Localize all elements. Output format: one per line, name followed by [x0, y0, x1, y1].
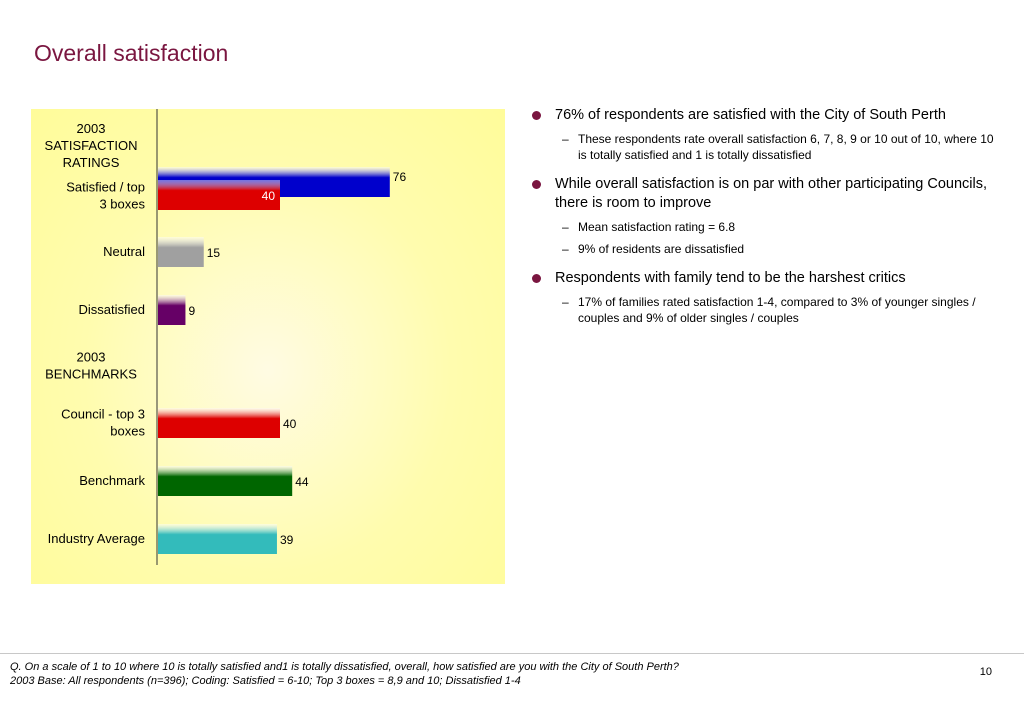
footer-divider	[0, 653, 1024, 654]
footnote-base: 2003 Base: All respondents (n=396); Codi…	[10, 675, 521, 687]
data-label: 39	[280, 533, 294, 547]
data-label: 40	[262, 189, 276, 203]
category-label: Benchmark	[79, 473, 145, 488]
category-label: Industry Average	[48, 531, 145, 546]
bar	[158, 295, 186, 325]
bullet-dot-icon	[532, 274, 541, 283]
bullet-dot-icon	[532, 111, 541, 120]
category-label: Dissatisfied	[79, 302, 145, 317]
bar	[158, 237, 204, 267]
sub-bullet-text: 17% of families rated satisfaction 1-4, …	[578, 295, 976, 325]
category-label: Council - top 3 boxes	[61, 407, 145, 439]
sub-bullet-text: Mean satisfaction rating = 6.8	[578, 220, 736, 234]
bullet-text: 76% of respondents are satisfied with th…	[555, 107, 946, 123]
dash-icon: –	[562, 295, 569, 309]
bullet-point: Respondents with family tend to be the h…	[532, 269, 1002, 326]
bar-chart-svg: 2003 SATISFACTION RATINGS Satisfied / top 3 …	[45, 109, 407, 565]
chart-section-header: 2003 SATISFACTION RATINGS	[45, 121, 138, 170]
sub-bullet-text: These respondents rate overall satisfact…	[578, 132, 994, 162]
bar-chart: 2003 SATISFACTION RATINGS Satisfied / top 3 …	[31, 109, 505, 584]
sub-bullet: –9% of residents are dissatisfied	[555, 241, 1002, 257]
bar	[158, 524, 277, 554]
dash-icon: –	[562, 242, 569, 256]
bullet-point: 76% of respondents are satisfied with th…	[532, 106, 1002, 163]
category-label: Neutral	[103, 244, 145, 259]
dash-icon: –	[562, 132, 569, 146]
bar	[158, 180, 280, 210]
bullet-point: While overall satisfaction is on par wit…	[532, 175, 1002, 257]
sub-bullet: – These respondents rate overall satisfac…	[555, 131, 1002, 163]
bar	[158, 408, 280, 438]
sub-bullet: –17% of families rated satisfaction 1-4,…	[555, 294, 1002, 326]
data-label: 40	[283, 417, 297, 431]
chart-section-header: 2003 BENCHMARKS	[45, 350, 137, 382]
bullet-text: Respondents with family tend to be the h…	[555, 270, 906, 286]
data-label: 9	[188, 304, 195, 318]
bullet-text: While overall satisfaction is on par wit…	[555, 176, 987, 211]
dash-icon: –	[562, 220, 569, 234]
page-title: Overall satisfaction	[34, 40, 229, 66]
bar	[158, 466, 293, 496]
footnote: Q. On a scale of 1 to 10 where 10 is tot…	[10, 660, 679, 688]
bullet-dot-icon	[532, 180, 541, 189]
data-label: 76	[393, 170, 407, 184]
key-findings: 76% of respondents are satisfied with th…	[532, 106, 1002, 338]
category-label: Satisfied / top 3 boxes	[66, 180, 145, 212]
data-label: 44	[295, 475, 309, 489]
footnote-question: Q. On a scale of 1 to 10 where 10 is tot…	[10, 661, 679, 673]
data-label: 15	[207, 246, 221, 260]
sub-bullet-text: 9% of residents are dissatisfied	[578, 242, 745, 256]
sub-bullet: – Mean satisfaction rating = 6.8	[555, 219, 1002, 235]
page-number: 10	[979, 666, 992, 678]
